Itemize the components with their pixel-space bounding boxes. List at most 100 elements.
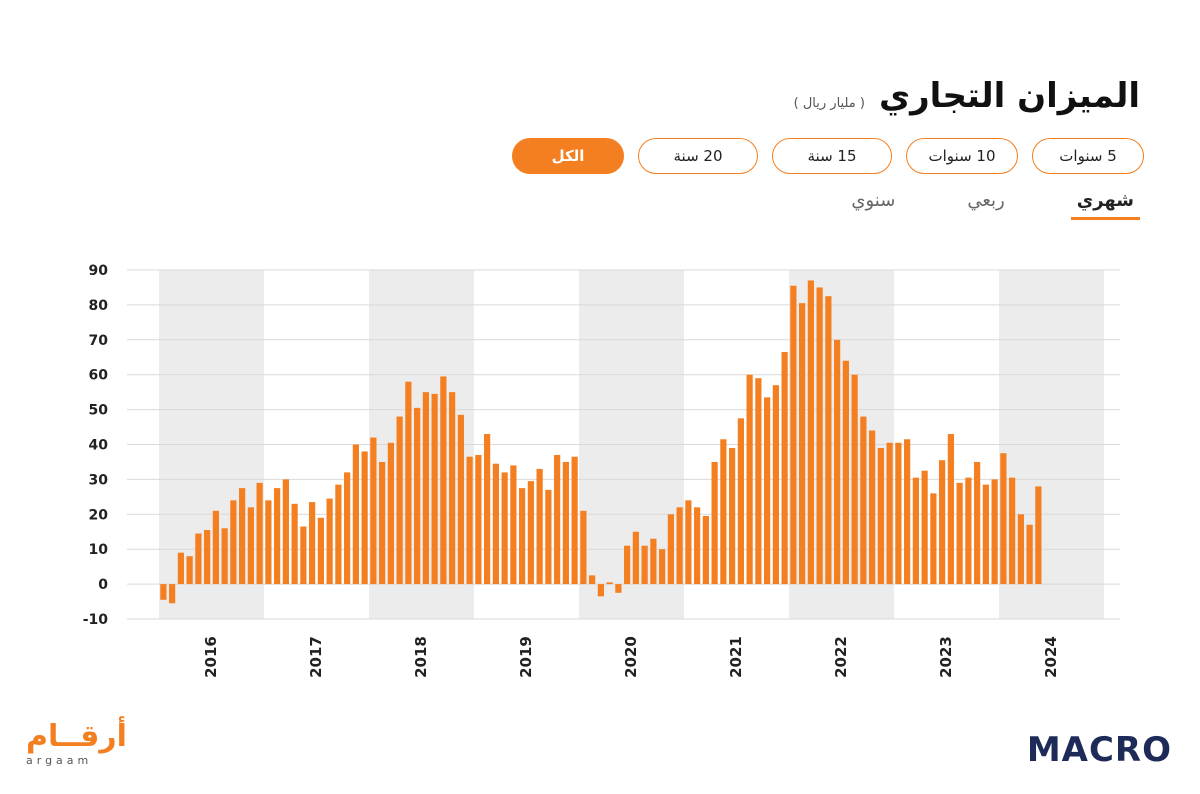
bar[interactable]	[545, 489, 552, 585]
bar[interactable]	[510, 465, 517, 585]
bar[interactable]	[947, 434, 954, 585]
bar[interactable]	[484, 434, 491, 585]
bar[interactable]	[641, 545, 648, 585]
bar[interactable]	[624, 545, 631, 585]
bar[interactable]	[737, 418, 744, 585]
bar[interactable]	[720, 439, 727, 585]
bar[interactable]	[370, 437, 377, 585]
bar[interactable]	[904, 439, 911, 585]
bar[interactable]	[204, 530, 211, 585]
bar[interactable]	[606, 582, 613, 585]
bar[interactable]	[869, 430, 876, 585]
bar[interactable]	[589, 575, 596, 585]
bar[interactable]	[842, 360, 849, 585]
bar[interactable]	[974, 461, 981, 585]
bar[interactable]	[396, 416, 403, 585]
bar[interactable]	[877, 447, 884, 585]
bar[interactable]	[982, 484, 989, 585]
bar[interactable]	[169, 584, 176, 604]
bar[interactable]	[930, 493, 937, 585]
bar[interactable]	[317, 517, 324, 585]
bar[interactable]	[475, 454, 482, 585]
range-10-years-button[interactable]: 10 سنوات	[906, 138, 1018, 174]
bar[interactable]	[344, 472, 351, 585]
bar[interactable]	[1026, 524, 1033, 585]
bar[interactable]	[912, 477, 919, 585]
range-15-years-button[interactable]: 15 سنة	[772, 138, 892, 174]
bar[interactable]	[597, 584, 604, 597]
range-20-years-button[interactable]: 20 سنة	[638, 138, 758, 174]
bar[interactable]	[221, 528, 228, 585]
range-all-button[interactable]: الكل	[512, 138, 624, 174]
bar[interactable]	[239, 488, 246, 585]
bar[interactable]	[729, 447, 736, 585]
bar[interactable]	[195, 533, 202, 585]
bar[interactable]	[414, 407, 421, 585]
bar[interactable]	[921, 470, 928, 585]
bar[interactable]	[834, 339, 841, 585]
tab-yearly[interactable]: سنوي	[851, 190, 896, 211]
bar[interactable]	[772, 385, 779, 585]
bar[interactable]	[449, 392, 456, 585]
bar[interactable]	[755, 378, 762, 585]
bar[interactable]	[309, 502, 316, 585]
bar[interactable]	[764, 397, 771, 585]
bar[interactable]	[492, 463, 499, 585]
bar[interactable]	[230, 500, 237, 585]
bar[interactable]	[291, 503, 298, 585]
bar[interactable]	[711, 461, 718, 585]
bar[interactable]	[676, 507, 683, 585]
bar[interactable]	[387, 442, 394, 585]
bar[interactable]	[659, 549, 666, 585]
bar[interactable]	[851, 374, 858, 585]
bar[interactable]	[186, 556, 193, 585]
bar[interactable]	[527, 481, 534, 585]
bar[interactable]	[466, 456, 473, 585]
bar[interactable]	[212, 510, 219, 585]
bar[interactable]	[265, 500, 272, 585]
bar[interactable]	[632, 531, 639, 585]
bar[interactable]	[1035, 486, 1042, 585]
bar[interactable]	[807, 280, 814, 585]
tab-quarterly[interactable]: ربعي	[967, 190, 1005, 211]
bar[interactable]	[650, 538, 657, 585]
bar[interactable]	[536, 468, 543, 585]
tab-monthly[interactable]: شهري	[1070, 186, 1140, 220]
bar[interactable]	[300, 526, 307, 585]
bar[interactable]	[405, 381, 412, 585]
bar[interactable]	[379, 461, 386, 585]
bar[interactable]	[860, 416, 867, 585]
bar[interactable]	[895, 442, 902, 585]
bar[interactable]	[571, 456, 578, 585]
bar[interactable]	[667, 514, 674, 585]
bar[interactable]	[457, 414, 464, 585]
bar[interactable]	[991, 479, 998, 585]
bar[interactable]	[615, 584, 622, 593]
bar[interactable]	[440, 376, 447, 585]
bar[interactable]	[352, 444, 359, 585]
bar[interactable]	[282, 479, 289, 585]
bar[interactable]	[816, 287, 823, 585]
bar[interactable]	[1000, 453, 1007, 585]
bar[interactable]	[886, 442, 893, 585]
bar[interactable]	[431, 393, 438, 585]
bar[interactable]	[361, 451, 368, 585]
bar[interactable]	[335, 484, 342, 585]
bar[interactable]	[274, 488, 281, 585]
bar[interactable]	[247, 507, 254, 585]
bar[interactable]	[1009, 477, 1016, 585]
bar[interactable]	[562, 461, 569, 585]
range-5-years-button[interactable]: 5 سنوات	[1032, 138, 1144, 174]
bar[interactable]	[956, 482, 963, 585]
bar[interactable]	[1017, 514, 1024, 585]
bar[interactable]	[160, 584, 167, 600]
bar[interactable]	[694, 507, 701, 585]
bar[interactable]	[326, 498, 333, 585]
bar[interactable]	[781, 352, 788, 585]
bar[interactable]	[825, 296, 832, 585]
bar[interactable]	[799, 303, 806, 585]
bar[interactable]	[256, 482, 263, 585]
bar[interactable]	[501, 472, 508, 585]
bar[interactable]	[790, 285, 797, 585]
bar[interactable]	[965, 477, 972, 585]
